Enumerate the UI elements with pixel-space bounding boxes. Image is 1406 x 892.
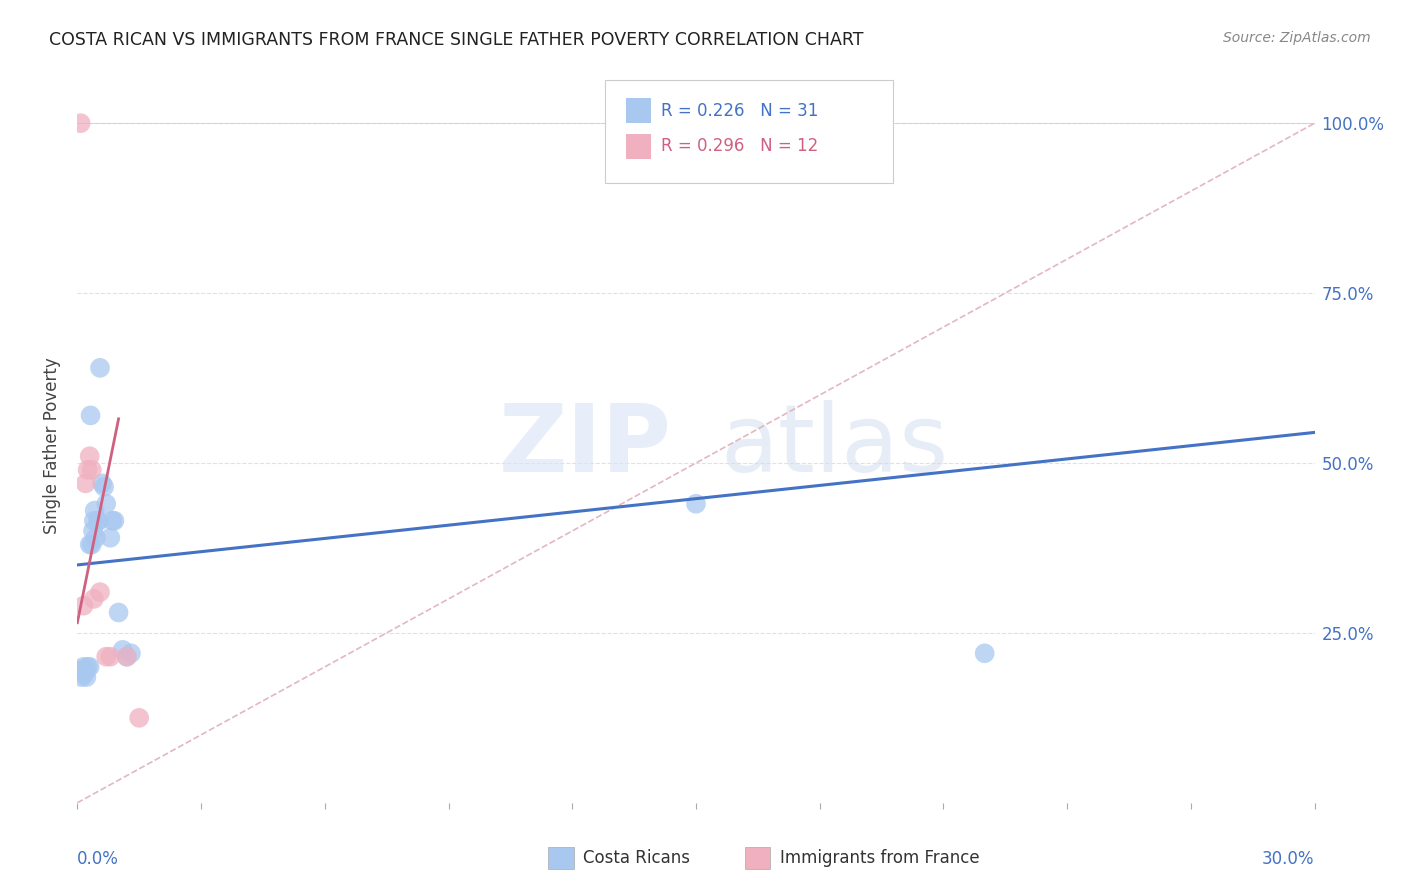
Point (75, 663, 97, 677)
Text: atlas: atlas (721, 400, 949, 492)
Point (103, 514, 125, 528)
Point (107, 606, 129, 620)
Point (72, 599, 94, 613)
Point (82, 524, 104, 538)
Point (80, 537, 103, 551)
Point (96, 649, 118, 664)
Point (75, 476, 97, 491)
Point (115, 649, 138, 664)
Point (91, 476, 114, 491)
Point (89, 360, 111, 375)
Point (98, 649, 121, 664)
Point (120, 646, 142, 660)
Point (72, 660, 94, 674)
Point (70, 670, 93, 684)
Point (83, 514, 105, 528)
Point (685, 497, 707, 511)
Point (79, 449, 101, 463)
Point (75, 670, 97, 684)
Point (83, 591, 105, 606)
Point (69, 116, 91, 130)
Point (89, 585, 111, 599)
Point (80, 463, 103, 477)
Text: ZIP: ZIP (498, 400, 671, 492)
Point (69, 663, 91, 677)
Text: R = 0.296   N = 12: R = 0.296 N = 12 (661, 137, 818, 155)
Point (115, 649, 138, 664)
Point (72, 663, 94, 677)
Text: 0.0%: 0.0% (77, 850, 120, 869)
Point (96, 497, 118, 511)
Point (111, 643, 134, 657)
Point (79, 537, 101, 551)
Point (76, 660, 98, 674)
Point (79, 660, 101, 674)
Point (83, 503, 105, 517)
Point (87, 514, 110, 528)
Text: Costa Ricans: Costa Ricans (583, 849, 690, 867)
Point (87, 514, 110, 528)
Point (84, 531, 107, 545)
Text: COSTA RICAN VS IMMIGRANTS FROM FRANCE SINGLE FATHER POVERTY CORRELATION CHART: COSTA RICAN VS IMMIGRANTS FROM FRANCE SI… (49, 31, 863, 49)
Point (973, 646, 995, 660)
Text: R = 0.226   N = 31: R = 0.226 N = 31 (661, 102, 818, 120)
Text: 30.0%: 30.0% (1263, 850, 1315, 869)
Point (76, 463, 98, 477)
Text: Immigrants from France: Immigrants from France (780, 849, 980, 867)
Text: Source: ZipAtlas.com: Source: ZipAtlas.com (1223, 31, 1371, 45)
Y-axis label: Single Father Poverty: Single Father Poverty (44, 358, 62, 534)
Point (98, 531, 121, 545)
Point (101, 514, 124, 528)
Point (128, 711, 150, 725)
Point (79, 409, 101, 423)
Point (73, 666, 96, 681)
Point (93, 480, 115, 494)
